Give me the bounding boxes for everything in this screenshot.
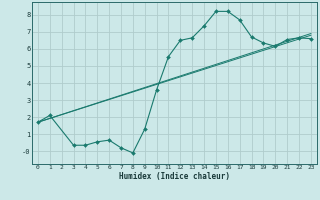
X-axis label: Humidex (Indice chaleur): Humidex (Indice chaleur) [119, 172, 230, 181]
